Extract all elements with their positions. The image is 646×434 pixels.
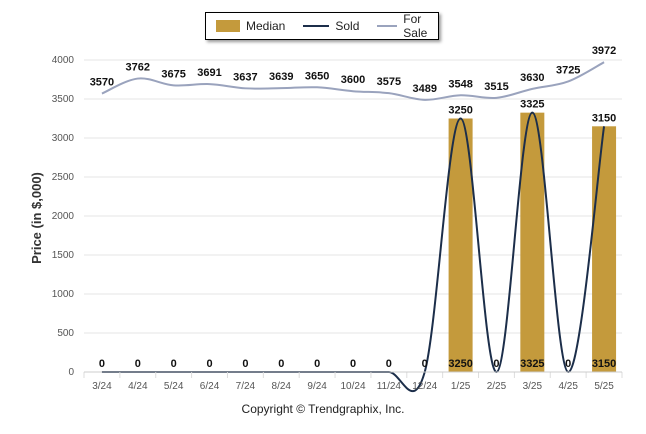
- legend-label-for-sale: For Sale: [403, 12, 428, 40]
- y-tick-label: 2000: [52, 211, 75, 222]
- for-sale-data-label: 3762: [126, 62, 150, 74]
- axes: 0 500 1000 1500 2000 2500 3000 3500 4000 3/24 4/24…: [52, 55, 623, 392]
- sold-swatch: [303, 25, 330, 27]
- median-data-label: 3250: [448, 358, 472, 370]
- y-tick-label: 3000: [52, 133, 75, 144]
- x-tick-label: 8/24: [272, 381, 292, 392]
- for-sale-data-label: 3691: [197, 67, 221, 79]
- median-swatch: [216, 20, 240, 32]
- legend-label-sold: Sold: [335, 19, 360, 33]
- median-data-label: 0: [171, 358, 177, 370]
- legend-item-sold[interactable]: Sold: [303, 19, 359, 33]
- for-sale-data-label: 3650: [305, 70, 329, 82]
- for-sale-data-label: 3570: [90, 77, 114, 89]
- y-tick-label: 2500: [52, 172, 75, 183]
- for-sale-data-label: 3675: [161, 68, 185, 80]
- sold-data-label: 3150: [592, 112, 616, 124]
- median-data-label: 0: [99, 358, 105, 370]
- y-tick-label: 0: [68, 367, 74, 378]
- grid-lines: [84, 59, 622, 373]
- median-data-label: 0: [350, 358, 356, 370]
- x-tick-label: 1/25: [451, 381, 471, 392]
- median-data-label: 0: [206, 358, 212, 370]
- x-tick-label: 4/24: [128, 381, 148, 392]
- x-tick-label: 3/24: [92, 381, 112, 392]
- for-sale-data-label: 3575: [377, 76, 401, 88]
- x-tick-label: 7/24: [236, 381, 256, 392]
- x-tick-label: 9/24: [307, 381, 327, 392]
- median-data-label: 0: [565, 358, 571, 370]
- x-tick-label: 3/25: [523, 381, 543, 392]
- for-sale-data-label: 3548: [448, 78, 472, 90]
- for-sale-data-label: 3630: [520, 72, 544, 84]
- y-axis-title: Price (in $,000): [29, 172, 44, 264]
- for-sale-data-label: 3725: [556, 64, 580, 76]
- y-tick-label: 500: [57, 328, 74, 339]
- data-labels: 3570 3762 3675 3691 3637 3639 3650 3600 3575 3489…: [90, 45, 617, 370]
- x-tick-label: 10/24: [340, 381, 365, 392]
- x-tick-label: 2/25: [487, 381, 507, 392]
- for-sale-data-label: 3489: [412, 83, 436, 95]
- copyright-footer: Copyright © Trendgraphix, Inc.: [241, 402, 405, 416]
- legend-item-for-sale[interactable]: For Sale: [377, 12, 438, 40]
- x-tick-label: 5/24: [164, 381, 184, 392]
- median-bars: [448, 112, 617, 373]
- legend-label-median: Median: [246, 19, 286, 33]
- x-tick-label: 5/25: [594, 381, 614, 392]
- median-data-label: 0: [493, 358, 499, 370]
- median-data-label: 0: [135, 358, 141, 370]
- median-data-label: 3325: [520, 358, 544, 370]
- for-sale-data-label: 3600: [341, 74, 365, 86]
- median-bar: [592, 126, 617, 372]
- chart-legend: Median Sold For Sale: [205, 12, 439, 40]
- for-sale-data-label: 3639: [269, 71, 293, 83]
- for-sale-swatch: [377, 25, 398, 27]
- for-sale-data-label: 3972: [592, 45, 616, 57]
- median-data-label: 0: [314, 358, 320, 370]
- x-tick-label: 6/24: [200, 381, 220, 392]
- y-tick-label: 3500: [52, 94, 75, 105]
- median-data-label: 0: [242, 358, 248, 370]
- x-tick-label: 4/25: [558, 381, 578, 392]
- legend-item-median[interactable]: Median: [216, 19, 285, 33]
- median-bar: [520, 112, 545, 373]
- median-data-label: 0: [278, 358, 284, 370]
- sold-data-label: 3325: [520, 99, 544, 111]
- y-tick-label: 1000: [52, 289, 75, 300]
- median-bar: [448, 118, 473, 372]
- y-tick-label: 4000: [52, 55, 75, 66]
- for-sale-data-label: 3637: [233, 71, 257, 83]
- y-tick-label: 1500: [52, 250, 75, 261]
- x-tick-label: 12/24: [412, 381, 437, 392]
- x-tick-label: 11/24: [377, 381, 402, 392]
- median-data-label: 0: [386, 358, 392, 370]
- median-data-label: 3150: [592, 358, 616, 370]
- for-sale-line: [101, 61, 605, 101]
- for-sale-data-label: 3515: [484, 81, 508, 93]
- sold-data-label: 3250: [448, 105, 472, 117]
- median-data-label: 0: [422, 358, 428, 370]
